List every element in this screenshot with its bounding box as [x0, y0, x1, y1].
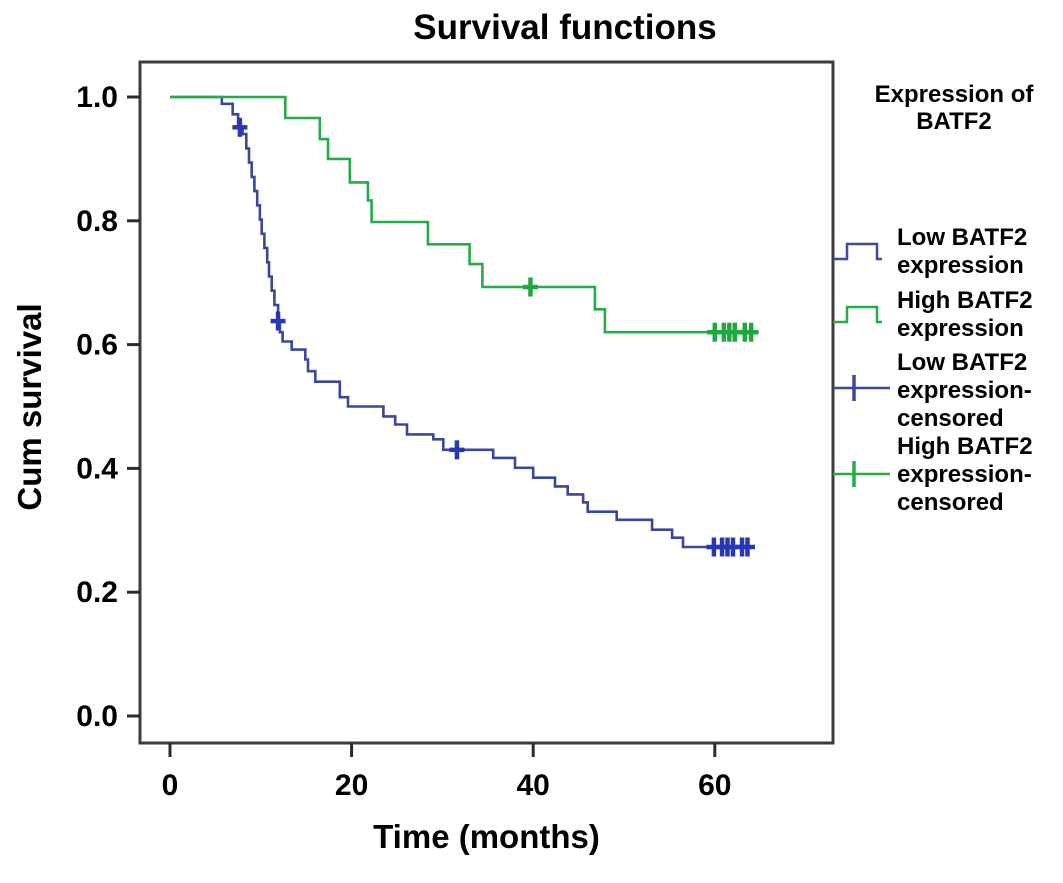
- step-line-icon: [833, 242, 882, 261]
- plot-frame: [138, 60, 835, 745]
- chart-title: Survival functions: [413, 8, 717, 47]
- y-tick-label: 0.0: [76, 700, 118, 733]
- y-tick-label: 0.2: [76, 576, 118, 609]
- legend-item-low-expression: Low BATF2 expression: [897, 224, 1028, 279]
- x-tick-label: 60: [698, 769, 731, 802]
- x-tick-label: 0: [162, 769, 179, 802]
- censor-plus-icon: [833, 461, 890, 487]
- y-tick-label: 0.4: [76, 452, 118, 485]
- x-axis-label: Time (months): [373, 818, 600, 855]
- series-line-low: [170, 95, 749, 549]
- legend-item-high-censored: High BATF2 expression- censored: [897, 433, 1033, 516]
- censor-plus-icon: [833, 375, 890, 401]
- y-axis-label: Cum survival: [11, 303, 48, 511]
- y-tick-label: 0.8: [76, 205, 118, 238]
- series-line-high: [170, 95, 753, 334]
- legend-title: Expression of BATF2: [874, 81, 1034, 135]
- legend: Expression of BATF2 Low BATF2 expression…: [833, 75, 1063, 516]
- step-line-icon: [833, 305, 882, 324]
- x-tick-label: 40: [517, 769, 550, 802]
- legend-item-high-expression: High BATF2 expression: [897, 287, 1033, 342]
- legend-item-low-censored: Low BATF2 expression- censored: [897, 349, 1032, 432]
- y-tick-label: 0.6: [76, 329, 118, 362]
- y-tick-label: 1.0: [76, 81, 118, 114]
- x-tick-label: 20: [335, 769, 368, 802]
